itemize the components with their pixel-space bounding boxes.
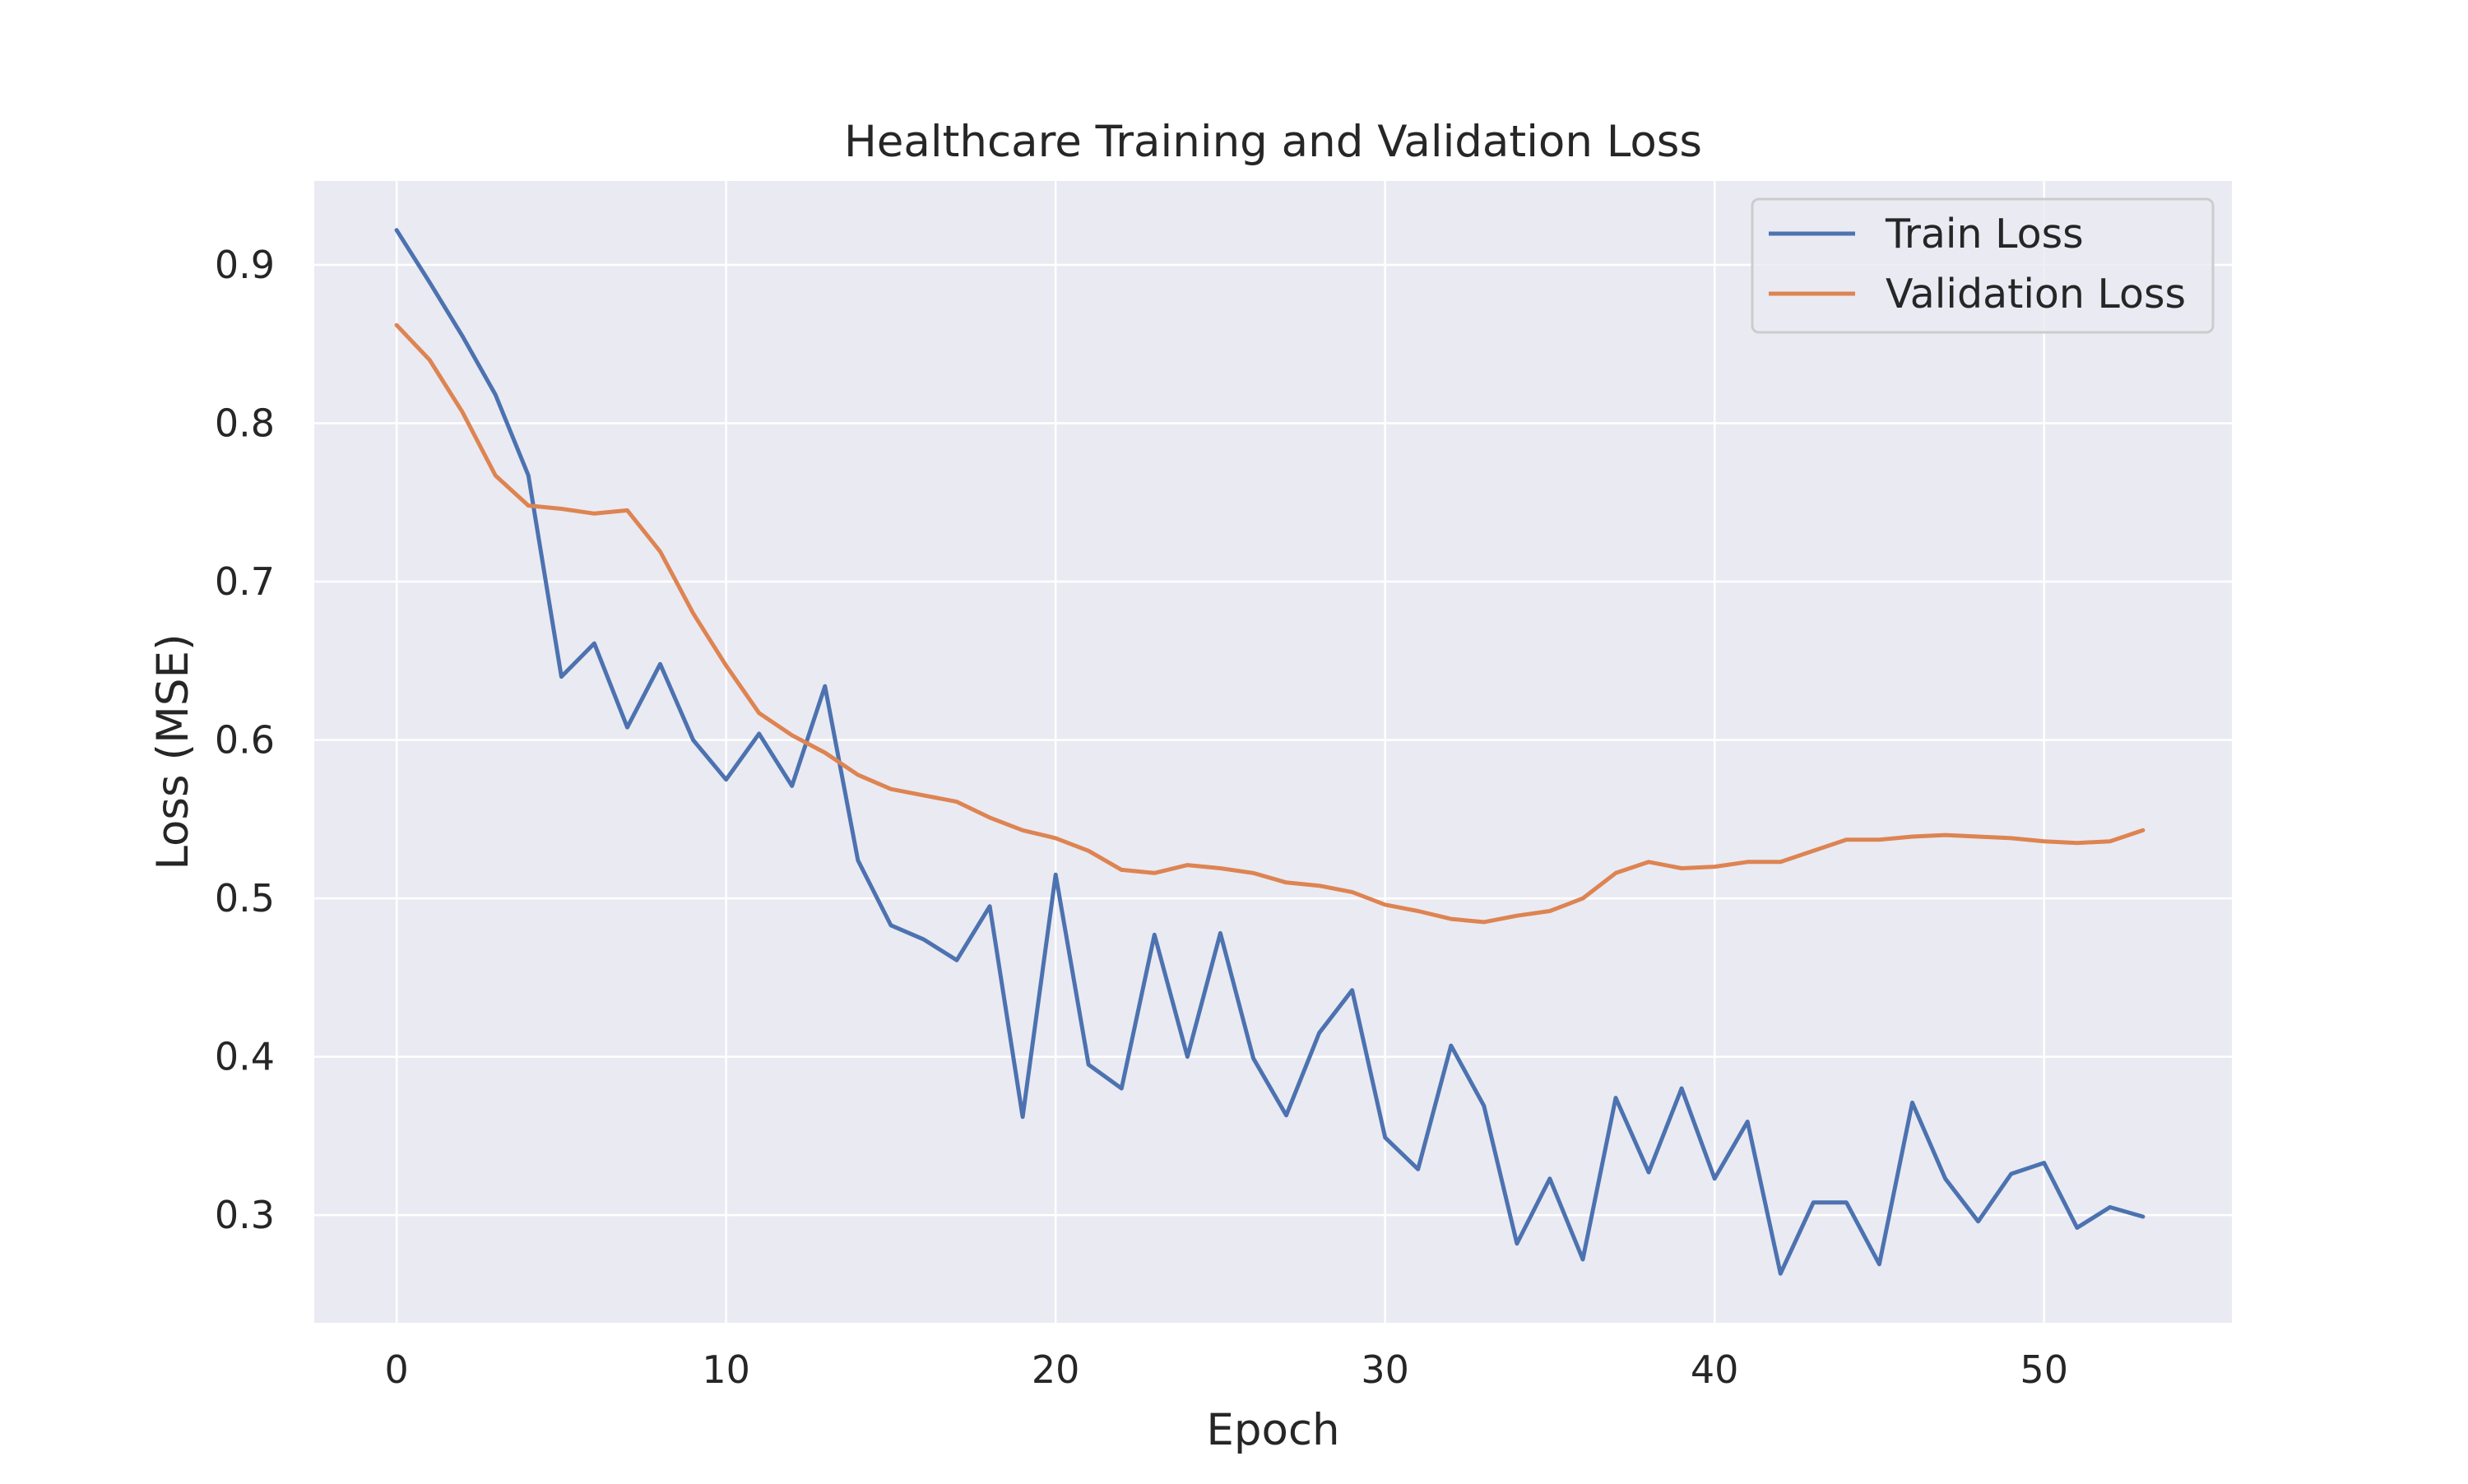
y-tick-label: 0.6 — [215, 718, 275, 763]
series-line-train — [394, 228, 2146, 1276]
x-tick-label: 40 — [1691, 1347, 1739, 1392]
chart-title: Healthcare Training and Validation Loss — [844, 117, 1702, 167]
x-tick-label: 0 — [384, 1347, 408, 1392]
x-tick-label: 50 — [2020, 1347, 2068, 1392]
legend-label-validation: Validation Loss — [1886, 271, 2186, 318]
y-tick-label: 0.4 — [215, 1035, 275, 1079]
plot-area — [314, 181, 2232, 1323]
legend-entry-train: Train Loss — [1769, 211, 2084, 257]
series-lines — [394, 228, 2146, 1276]
axes: 0 10 20 30 40 50 0.3 0.4 0.5 0.6 0.7 0.8 0.9 — [215, 243, 2068, 1392]
legend: Train Loss Validation Loss — [1751, 197, 2215, 334]
x-tick-label: 20 — [1032, 1347, 1080, 1392]
series-line-validation — [394, 322, 2146, 925]
y-tick-label: 0.5 — [215, 876, 275, 921]
y-tick-label: 0.7 — [215, 559, 275, 604]
legend-box — [1751, 197, 2215, 334]
y-tick-label: 0.9 — [215, 243, 275, 287]
x-tick-label: 10 — [702, 1347, 750, 1392]
y-axis-label: Loss (MSE) — [148, 633, 198, 870]
legend-label-train: Train Loss — [1885, 211, 2084, 257]
legend-entry-validation: Validation Loss — [1769, 271, 2186, 318]
y-tick-label: 0.3 — [215, 1193, 275, 1237]
x-axis-label: Epoch — [1206, 1405, 1339, 1455]
y-tick-label: 0.8 — [215, 401, 275, 446]
x-tick-label: 30 — [1361, 1347, 1409, 1392]
